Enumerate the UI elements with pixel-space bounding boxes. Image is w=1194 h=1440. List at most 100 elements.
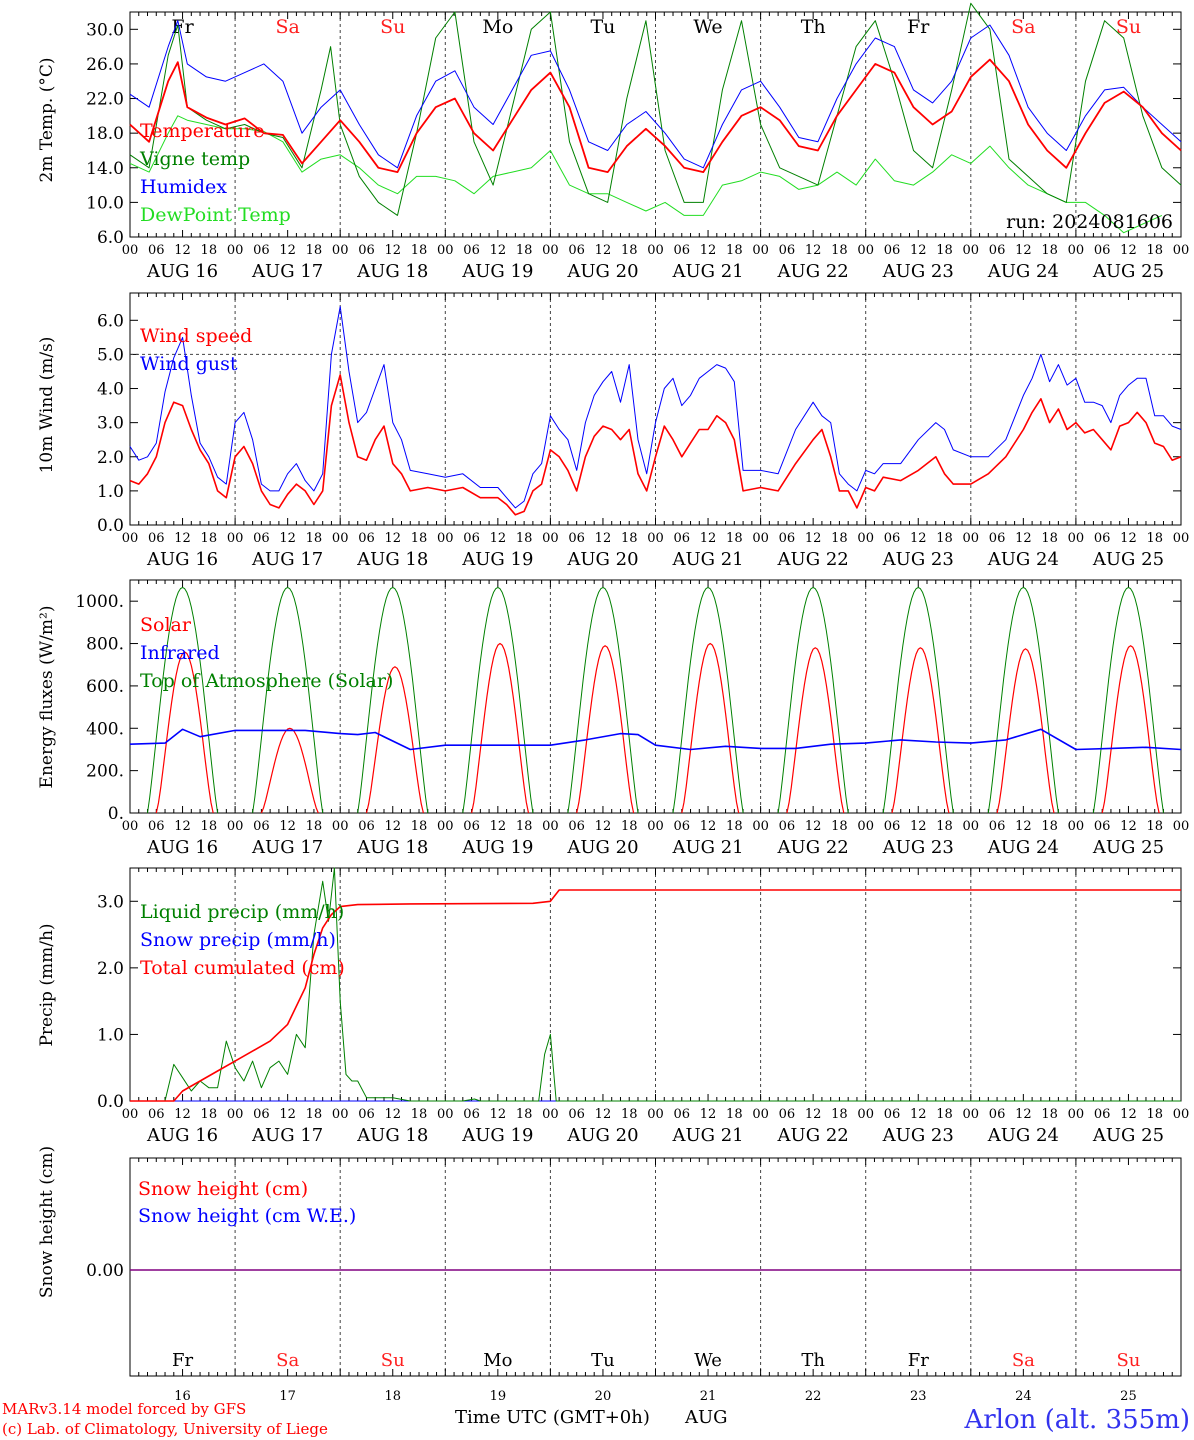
date-label: AUG 25 <box>1092 549 1164 570</box>
legend-dewpoint-temp: DewPoint Temp <box>140 204 291 226</box>
date-label: AUG 18 <box>356 837 428 858</box>
day-number: 21 <box>700 1389 717 1404</box>
solar-day-6 <box>681 642 740 814</box>
hour-label: 00 <box>437 243 454 258</box>
hour-label: 12 <box>700 531 717 546</box>
toa-solar-day-5 <box>567 586 639 814</box>
hour-label: 00 <box>963 243 980 258</box>
weekday-label: Fr <box>907 16 930 38</box>
hour-label: 12 <box>384 1107 401 1122</box>
hour-label: 06 <box>463 1107 480 1122</box>
infrared-line <box>129 728 1182 751</box>
hour-label: 12 <box>1120 819 1137 834</box>
hour-label: 12 <box>279 819 296 834</box>
hour-label: 06 <box>1094 1107 1111 1122</box>
date-label: AUG 21 <box>671 549 743 570</box>
y-tick-label: 0.00 <box>86 1261 124 1281</box>
hour-label: 00 <box>332 243 349 258</box>
hour-label: 12 <box>490 531 507 546</box>
hour-label: 00 <box>542 1107 559 1122</box>
y-tick-label: 26.0 <box>86 55 124 75</box>
weekday-label: Mo <box>483 1350 512 1371</box>
date-label: AUG 22 <box>777 261 849 282</box>
hour-label: 00 <box>437 1107 454 1122</box>
solar-day-8 <box>891 647 950 814</box>
legend-snow-height-cm-: Snow height (cm) <box>138 1178 308 1200</box>
hour-label: 18 <box>516 1107 533 1122</box>
panels: 6.0 10.0 14.0 18.0 22.0 26.0 30.0 2m Temp. (°C)… <box>37 2 1189 1404</box>
date-label: AUG 21 <box>671 1125 743 1146</box>
hour-label: 00 <box>1068 531 1085 546</box>
date-label: AUG 25 <box>1092 261 1164 282</box>
hour-label: 12 <box>805 1107 822 1122</box>
run-label: run: 2024081606 <box>1006 211 1173 233</box>
hour-label: 00 <box>122 819 139 834</box>
date-label: AUG 20 <box>566 549 638 570</box>
legend-infrared: Infrared <box>140 642 220 664</box>
hour-label: 18 <box>1146 531 1163 546</box>
y-tick-label: 5.0 <box>97 345 124 365</box>
hour-label: 18 <box>621 531 638 546</box>
y-tick-label: 30.0 <box>86 20 124 40</box>
legend-humidex: Humidex <box>140 176 227 198</box>
weekday-label: Mo <box>482 16 513 38</box>
weekday-label: Sa <box>1011 16 1035 38</box>
series-line-2 <box>130 889 1181 1102</box>
hour-label: 06 <box>253 1107 270 1122</box>
hour-label: 18 <box>516 531 533 546</box>
hour-label: 00 <box>1068 243 1085 258</box>
hour-label: 12 <box>384 531 401 546</box>
hour-label: 00 <box>752 531 769 546</box>
x-axis-label: Time UTC (GMT+0h) <box>455 1407 650 1428</box>
hour-label: 12 <box>174 819 191 834</box>
hour-label: 18 <box>1146 243 1163 258</box>
legend-wind-speed: Wind speed <box>140 325 252 347</box>
station-label: Arlon (alt. 355m) <box>963 1405 1190 1435</box>
day-number: 22 <box>805 1389 822 1404</box>
hour-label: 18 <box>516 819 533 834</box>
date-label: AUG 21 <box>671 837 743 858</box>
hour-label: 12 <box>1015 1107 1032 1122</box>
hour-label: 12 <box>279 243 296 258</box>
date-label: AUG 23 <box>882 261 954 282</box>
weekday-label: Tu <box>591 1350 615 1371</box>
hour-label: 00 <box>122 243 139 258</box>
day-number: 17 <box>279 1389 296 1404</box>
date-label: AUG 25 <box>1092 1125 1164 1146</box>
y-axis-label: Precip (mm/h) <box>37 923 57 1046</box>
hour-label: 12 <box>595 1107 612 1122</box>
solar-day-9 <box>996 648 1055 814</box>
hour-label: 06 <box>989 819 1006 834</box>
hour-label: 06 <box>1094 243 1111 258</box>
series-line-1 <box>129 2 1182 216</box>
date-label: AUG 22 <box>777 837 849 858</box>
hour-label: 00 <box>1068 1107 1085 1122</box>
y-tick-label: 0.0 <box>97 1092 124 1112</box>
y-tick-label: 3.0 <box>97 414 124 434</box>
hour-label: 18 <box>1041 819 1058 834</box>
legend-liquid-precip-mm-h-: Liquid precip (mm/h) <box>140 901 344 923</box>
y-tick-label: 600. <box>86 677 124 697</box>
y-tick-label: 6.0 <box>97 228 124 248</box>
hour-label: 12 <box>910 243 927 258</box>
hour-label: 00 <box>752 243 769 258</box>
hour-label: 12 <box>1015 243 1032 258</box>
y-tick-label: 200. <box>86 762 124 782</box>
hour-label: 18 <box>411 819 428 834</box>
hour-label: 06 <box>989 531 1006 546</box>
hour-label: 06 <box>674 531 691 546</box>
hour-label: 18 <box>621 243 638 258</box>
hour-label: 12 <box>279 531 296 546</box>
hour-label: 12 <box>910 531 927 546</box>
solar-day-5 <box>576 645 635 814</box>
hour-label: 06 <box>358 819 375 834</box>
panel-2: 0.0 1.0 2.0 3.0 4.0 5.0 6.0 10m Wind (m/s) 00 06 1… <box>37 292 1189 570</box>
toa-solar-day-10 <box>1092 586 1164 814</box>
hour-label: 18 <box>1041 243 1058 258</box>
date-label: AUG 17 <box>251 837 323 858</box>
hour-label: 06 <box>568 243 585 258</box>
hour-label: 12 <box>700 243 717 258</box>
hour-label: 18 <box>936 243 953 258</box>
weekday-label: Fr <box>908 1350 929 1371</box>
hour-label: 18 <box>411 243 428 258</box>
